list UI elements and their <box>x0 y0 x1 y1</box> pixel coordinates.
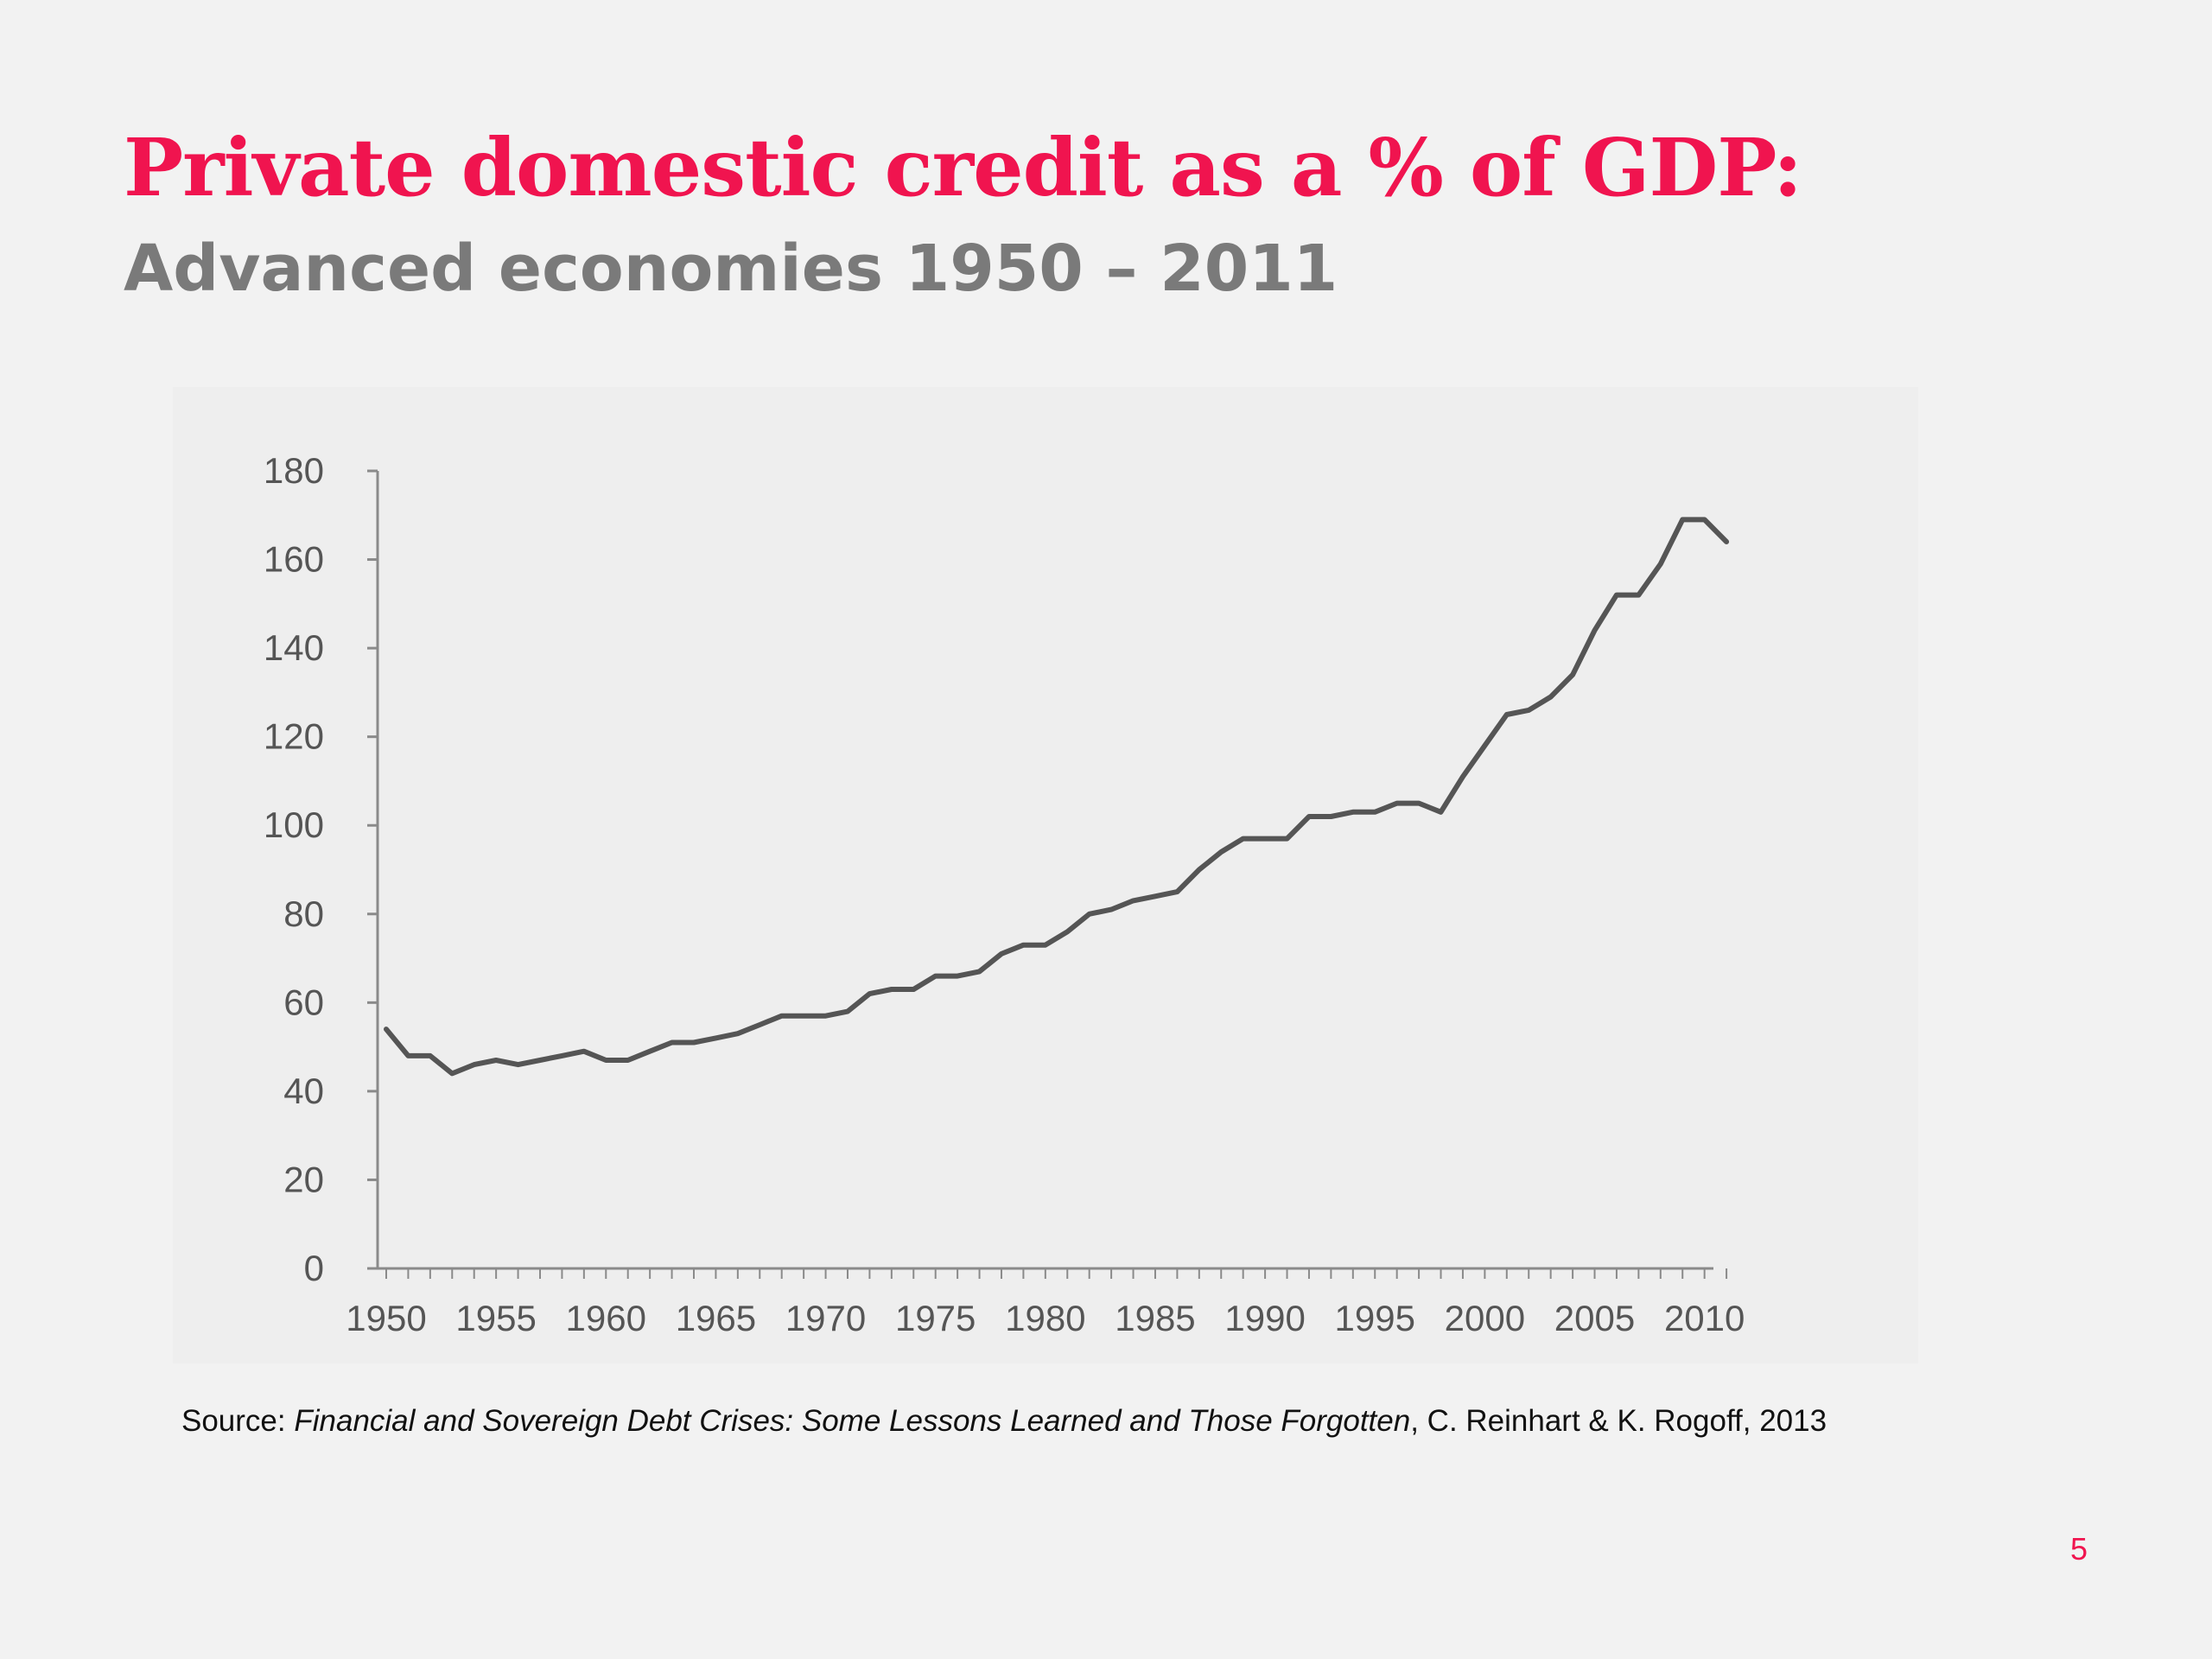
x-tick-label: 1990 <box>1224 1298 1305 1338</box>
y-tick-label: 20 <box>283 1159 324 1199</box>
slide-title: Private domestic credit as a % of GDP: <box>124 121 1802 214</box>
y-tick-label: 180 <box>264 450 324 491</box>
y-tick-label: 160 <box>264 539 324 580</box>
x-tick-label: 1985 <box>1115 1298 1195 1338</box>
x-tick-label: 2005 <box>1554 1298 1635 1338</box>
x-tick-label: 1960 <box>566 1298 646 1338</box>
x-tick-label: 1995 <box>1335 1298 1415 1338</box>
x-tick-label: 1980 <box>1005 1298 1085 1338</box>
y-tick-label: 0 <box>304 1248 324 1288</box>
y-tick-label: 40 <box>283 1071 324 1111</box>
page-number: 5 <box>2070 1531 2088 1567</box>
y-tick-label: 100 <box>264 804 324 845</box>
source-citation: Source: Financial and Sovereign Debt Cri… <box>181 1404 1827 1439</box>
x-tick-label: 2010 <box>1664 1298 1745 1338</box>
y-tick-label: 120 <box>264 716 324 757</box>
y-tick-label: 60 <box>283 982 324 1022</box>
y-tick-label: 80 <box>283 893 324 934</box>
x-tick-label: 1950 <box>346 1298 426 1338</box>
slide-subtitle: Advanced economies 1950 – 2011 <box>124 232 1338 306</box>
chart-panel: 0 20 40 60 80 100 120 140 160 180 1950 1955 1960 1965… <box>173 387 1918 1363</box>
x-tick-label: 2000 <box>1445 1298 1525 1338</box>
y-tick-label: 140 <box>264 627 324 668</box>
x-tick-label: 1955 <box>455 1298 536 1338</box>
source-suffix: , C. Reinhart & K. Rogoff, 2013 <box>1410 1404 1827 1438</box>
series-line <box>384 517 1730 1077</box>
x-tick-label: 1975 <box>895 1298 976 1338</box>
line-chart: 0 20 40 60 80 100 120 140 160 180 1950 1955 1960 1965… <box>264 450 1745 1338</box>
source-title: Financial and Sovereign Debt Crises: Som… <box>294 1404 1411 1438</box>
x-tick-label: 1970 <box>785 1298 866 1338</box>
source-prefix: Source: <box>181 1404 295 1438</box>
x-tick-label: 1965 <box>676 1298 756 1338</box>
